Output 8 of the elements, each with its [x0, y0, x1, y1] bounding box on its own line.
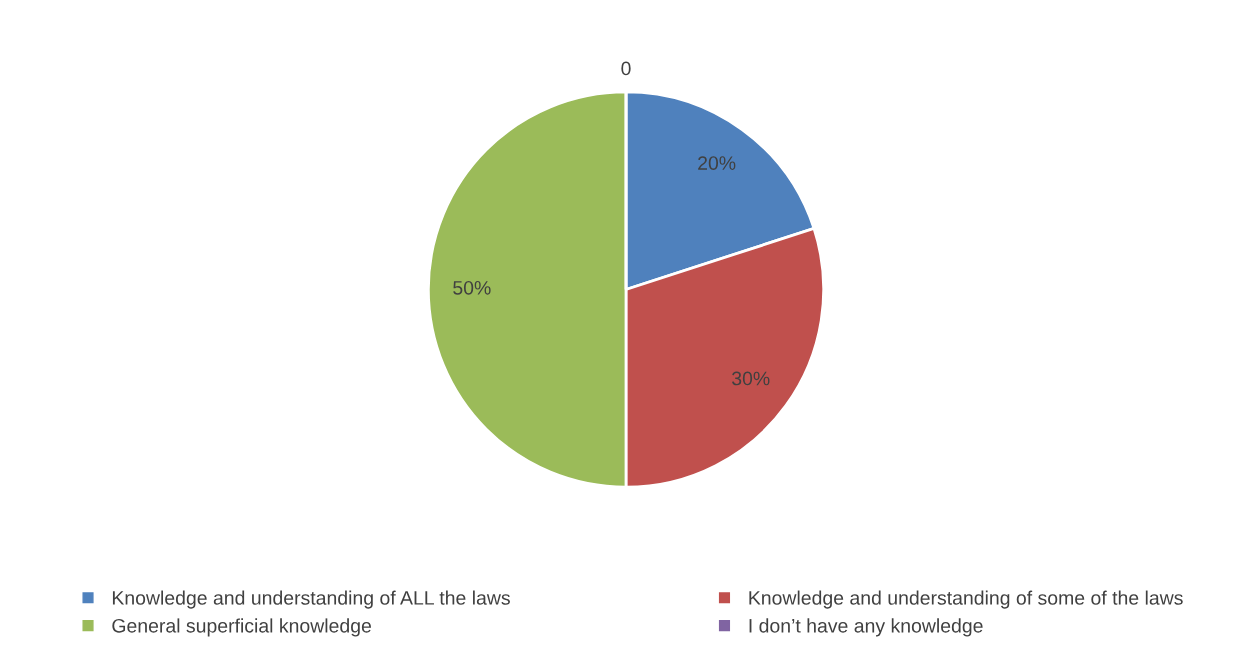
legend-label: I don’t have any knowledge	[749, 618, 983, 637]
data-label: 30%	[732, 371, 770, 386]
legend-label: General superficial knowledge	[112, 618, 371, 637]
data-label: 50%	[453, 280, 491, 295]
text: 0	[621, 61, 631, 76]
legend-label: Knowledge and understanding of ALL the laws	[112, 590, 510, 609]
legend-label: Knowledge and understanding of some of the laws	[749, 590, 1183, 609]
data-label: 20%	[698, 156, 736, 170]
